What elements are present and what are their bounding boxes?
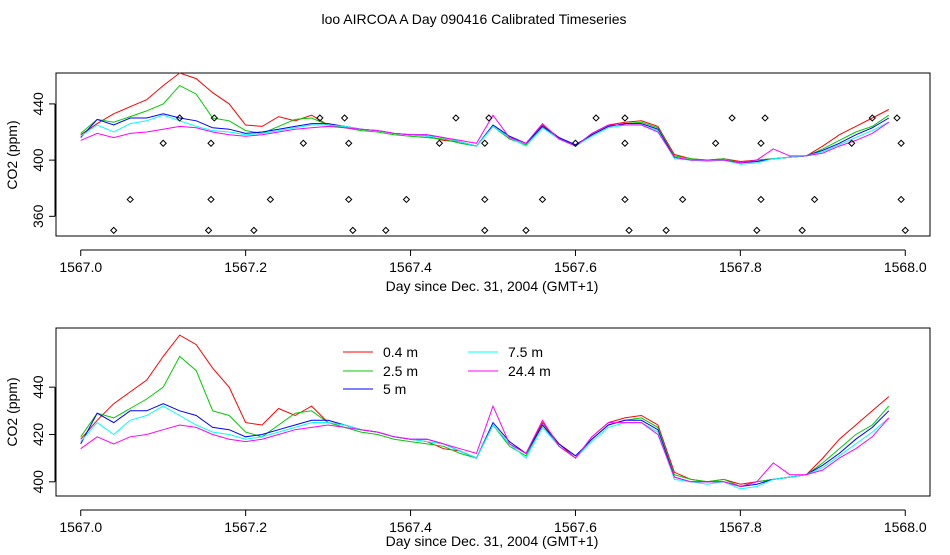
panel-1-y-tick-label: 400	[30, 148, 46, 172]
calibration-point	[349, 226, 357, 235]
legend: 0.4 m 2.5 m 5 m 7.5 m 24.4 m	[343, 344, 551, 397]
calibration-point	[204, 226, 213, 235]
panel-2: 1567.0 1567.2 1567.4 1567.6 1567.8 1568.0 400…	[4, 327, 931, 549]
calibration-point	[435, 139, 444, 147]
panel-2-xlabel: Day since Dec. 31, 2004 (GMT+1)	[386, 533, 599, 549]
panel-1-calibration-points	[110, 114, 909, 235]
panel-1-y-axis: 360 400 440	[30, 92, 56, 228]
panel-2-x-tick-label: 1567.6	[554, 519, 597, 535]
calibration-point	[522, 226, 530, 235]
calibration-point	[893, 114, 901, 122]
calibration-point	[868, 114, 876, 122]
panel-2-y-tick-label: 440	[30, 375, 46, 399]
calibration-point	[316, 114, 324, 122]
panel-2-y-tick-label: 400	[30, 470, 46, 494]
calibration-point	[847, 139, 856, 147]
calibration-point	[207, 139, 215, 147]
panel-2-x-tick-label: 1567.8	[719, 519, 762, 535]
calibration-point	[299, 139, 308, 147]
calibration-point	[481, 195, 489, 204]
panel-2-series-line-7-5-m	[80, 405, 890, 490]
calibration-point	[538, 195, 547, 204]
panel-2-x-tick-label: 1567.2	[224, 519, 267, 535]
panel-1-x-tick-label: 1567.8	[719, 259, 762, 275]
panel-1-series-line-5-m	[80, 113, 890, 164]
panel-1-series-line-7-5-m	[80, 114, 890, 165]
calibration-point	[266, 195, 275, 204]
panel-2-x-tick-label: 1568.0	[884, 519, 927, 535]
calibration-point	[678, 195, 687, 204]
panel-1-x-tick-label: 1567.0	[59, 259, 102, 275]
chart-title: loo AIRCOA A Day 090416 Calibrated Times…	[321, 11, 626, 27]
legend-label: 24.4 m	[508, 363, 551, 379]
panel-1-x-axis: 1567.0 1567.2 1567.4 1567.6 1567.8 1568.0	[59, 249, 927, 275]
calibration-point	[621, 114, 629, 122]
calibration-point	[345, 139, 353, 147]
panel-1-x-tick-label: 1567.2	[224, 259, 267, 275]
legend-label: 2.5 m	[383, 363, 418, 379]
panel-2-series-line-0-4-m	[80, 334, 890, 485]
panel-1-x-tick-label: 1568.0	[884, 259, 927, 275]
panel-2-y-tick-label: 420	[30, 423, 46, 447]
calibration-point	[250, 226, 258, 235]
calibration-point	[810, 195, 819, 204]
calibration-point	[757, 139, 765, 147]
calibration-point	[452, 114, 460, 122]
calibration-point	[798, 226, 806, 235]
calibration-point	[728, 114, 736, 122]
calibration-point	[592, 114, 600, 122]
legend-label: 0.4 m	[383, 344, 418, 360]
panel-1-y-tick-label: 440	[30, 92, 46, 116]
calibration-point	[711, 139, 720, 147]
panel-2-series-line-24-4-m	[80, 404, 890, 488]
calibration-point	[402, 195, 411, 204]
panel-1-y-tick-label: 360	[30, 204, 46, 228]
calibration-point	[481, 139, 489, 147]
panel-2-y-axis: 400 420 440	[30, 375, 56, 494]
calibration-point	[345, 195, 353, 204]
legend-label: 5 m	[383, 381, 406, 397]
calibration-point	[761, 114, 769, 122]
panel-1-xlabel: Day since Dec. 31, 2004 (GMT+1)	[386, 278, 599, 294]
calibration-point	[901, 226, 909, 235]
calibration-point	[662, 226, 670, 235]
calibration-point	[625, 226, 633, 235]
panel-2-x-axis: 1567.0 1567.2 1567.4 1567.6 1567.8 1568.0	[59, 509, 927, 535]
calibration-point	[621, 139, 629, 147]
panel-1-series-line-24-4-m	[80, 114, 890, 164]
calibration-point	[621, 195, 629, 204]
calibration-point	[753, 226, 761, 235]
calibration-point	[757, 195, 765, 204]
calibration-point	[159, 139, 167, 147]
panel-2-series	[80, 334, 890, 490]
calibration-point	[897, 139, 905, 147]
panel-2-series-line-5-m	[80, 403, 890, 488]
panel-1-ylabel: CO2 (ppm)	[4, 120, 20, 189]
calibration-point	[126, 195, 134, 204]
calibration-point	[175, 114, 184, 122]
calibration-point	[897, 195, 905, 204]
calibration-point	[571, 139, 580, 147]
calibration-point	[382, 226, 390, 235]
panel-2-x-tick-label: 1567.4	[389, 519, 432, 535]
calibration-point	[210, 114, 219, 122]
panel-1-x-tick-label: 1567.6	[554, 259, 597, 275]
panel-2-frame	[55, 327, 931, 497]
panel-1-frame	[55, 72, 931, 237]
panel-2-ylabel: CO2 (ppm)	[4, 377, 20, 446]
legend-label: 7.5 m	[508, 344, 543, 360]
panel-2-series-line-2-5-m	[80, 355, 890, 488]
calibration-point	[481, 226, 489, 235]
panel-1-series-line-2-5-m	[80, 84, 890, 164]
panel-1-x-tick-label: 1567.4	[389, 259, 432, 275]
panel-1-series	[80, 72, 890, 165]
calibration-point	[485, 114, 493, 122]
panel-1: 1567.0 1567.2 1567.4 1567.6 1567.8 1568.0 360…	[4, 72, 931, 294]
panel-2-x-tick-label: 1567.0	[59, 519, 102, 535]
calibration-point	[340, 114, 349, 122]
calibration-point	[207, 195, 215, 204]
calibration-point	[110, 226, 118, 235]
